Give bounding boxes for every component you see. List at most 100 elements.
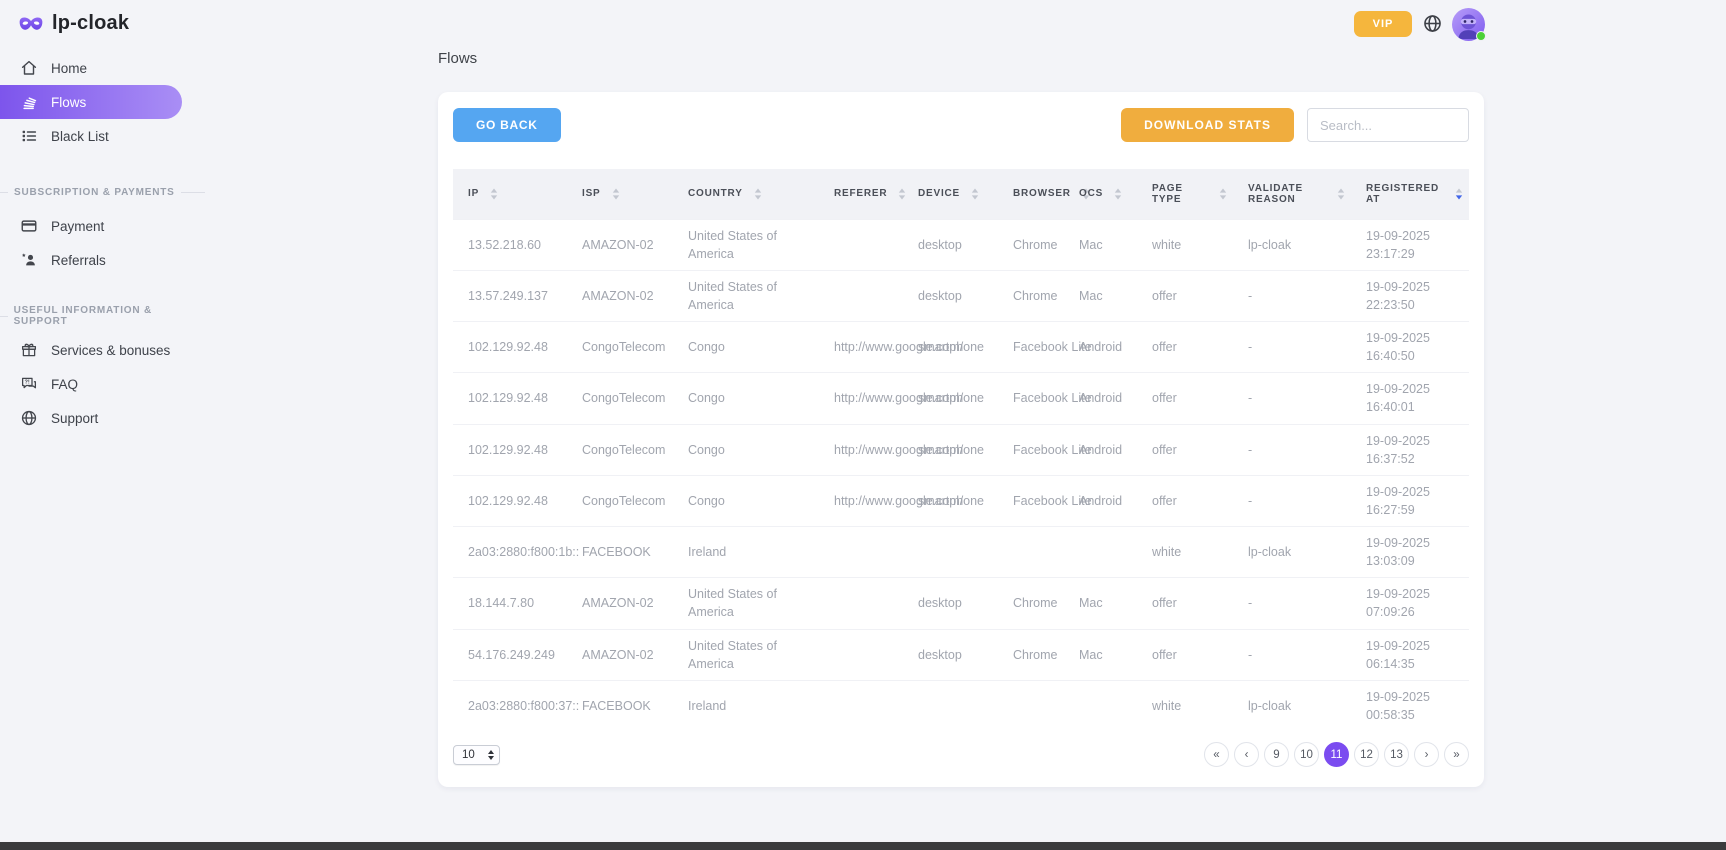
cell-registered-at: 19-09-2025 16:37:52 — [1351, 423, 1469, 476]
cell-ocs: Android — [1064, 372, 1137, 424]
cell-registered-at: 19-09-2025 13:03:09 — [1351, 525, 1469, 578]
sidebar-item-flows[interactable]: Flows — [0, 85, 182, 119]
column-header[interactable]: BROWSER — [998, 169, 1090, 219]
cell-isp: AMAZON-02 — [567, 218, 673, 271]
avatar-image — [1452, 7, 1485, 41]
cell-device: smartphone — [903, 423, 998, 476]
cell-referer — [819, 577, 903, 629]
column-header[interactable]: PAGE TYPE — [1137, 169, 1233, 219]
cell-ip: 13.57.249.137 — [453, 269, 567, 322]
cell-validate-reason: - — [1233, 423, 1351, 476]
column-label: REFERER — [834, 188, 888, 200]
globe-icon — [20, 409, 38, 427]
avatar[interactable] — [1452, 7, 1486, 41]
sidebar-item-services-bonuses[interactable]: Services & bonuses — [0, 333, 220, 367]
column-header[interactable]: OCS — [1064, 169, 1137, 219]
cell-browser: Facebook Lite — [998, 320, 1092, 373]
pagination-page-10[interactable]: 10 — [1294, 742, 1319, 767]
cell-country: Ireland — [673, 525, 819, 578]
pagination-page-11[interactable]: 11 — [1324, 742, 1349, 767]
column-header[interactable]: REFERER — [819, 169, 906, 219]
cell-referer: http://www.google.com/ — [819, 474, 963, 527]
sidebar-item-faq[interactable]: FAQ — [0, 367, 220, 401]
table-row: 102.129.92.48 CongoTelecom Congo http://… — [453, 320, 1469, 373]
pagination: «‹ 9 10 11 12 13 ›» — [1204, 742, 1469, 767]
cell-ocs: Android — [1064, 423, 1137, 476]
cell-validate-reason: lp-cloak — [1233, 218, 1351, 271]
card-icon — [20, 217, 38, 235]
go-back-button[interactable]: GO BACK — [453, 108, 561, 142]
pagination-page-9[interactable]: 9 — [1264, 742, 1289, 767]
cell-country: Congo — [673, 474, 819, 527]
page-size-value: 10 — [462, 748, 475, 761]
pagination-next[interactable]: › — [1414, 742, 1439, 767]
pagination-page-13[interactable]: 13 — [1384, 742, 1409, 767]
sort-icon — [490, 188, 498, 200]
column-header[interactable]: VALIDATE REASON — [1233, 169, 1351, 219]
column-label: REGISTERED AT — [1366, 182, 1440, 205]
cell-ip: 102.129.92.48 — [453, 372, 567, 424]
pagination-first[interactable]: « — [1204, 742, 1229, 767]
list-icon — [20, 127, 38, 145]
table-row: 102.129.92.48 CongoTelecom Congo http://… — [453, 423, 1469, 476]
column-header[interactable]: DEVICE — [903, 169, 998, 219]
column-label: OCS — [1079, 188, 1104, 200]
cell-browser: Chrome — [998, 628, 1064, 681]
cell-ocs: Mac — [1064, 628, 1137, 681]
sidebar-item-label: Referrals — [51, 252, 106, 268]
column-header[interactable]: COUNTRY — [673, 169, 819, 219]
cell-page-type: offer — [1137, 628, 1233, 681]
cell-ip: 2a03:2880:f800:37:: — [453, 679, 579, 731]
cell-browser: Facebook Lite — [998, 474, 1092, 527]
cell-ip: 102.129.92.48 — [453, 474, 567, 527]
language-globe-button[interactable] — [1421, 13, 1443, 35]
cell-ocs: Mac — [1064, 577, 1137, 629]
bottom-bar — [0, 842, 1726, 850]
brand-logo[interactable]: lp-cloak — [0, 0, 220, 35]
cell-browser: Chrome — [998, 577, 1064, 629]
column-header[interactable]: ISP — [567, 169, 673, 219]
column-header[interactable]: REGISTERED AT — [1351, 169, 1469, 219]
cell-page-type: offer — [1137, 320, 1233, 373]
cell-country: Congo — [673, 320, 819, 373]
cell-isp: CongoTelecom — [567, 423, 673, 476]
page-size-select[interactable]: 10 — [453, 744, 500, 765]
cell-page-type: offer — [1137, 372, 1233, 424]
sidebar-item-referrals[interactable]: Referrals — [0, 243, 220, 277]
column-header[interactable]: IP — [453, 169, 567, 219]
sidebar-item-support[interactable]: Support — [0, 401, 220, 435]
flows-table: IP ISP — [453, 169, 1469, 731]
sidebar-item-home[interactable]: Home — [0, 51, 220, 85]
cell-validate-reason: - — [1233, 372, 1351, 424]
cell-isp: FACEBOOK — [567, 679, 673, 731]
cell-page-type: offer — [1137, 269, 1233, 322]
pagination-page-12[interactable]: 12 — [1354, 742, 1379, 767]
download-stats-button[interactable]: DOWNLOAD STATS — [1121, 108, 1294, 142]
vip-button[interactable]: VIP — [1354, 11, 1412, 37]
pagination-last[interactable]: » — [1444, 742, 1469, 767]
sidebar-item-payment[interactable]: Payment — [0, 209, 220, 243]
cell-device: desktop — [903, 218, 998, 271]
mask-icon — [18, 15, 44, 33]
cell-validate-reason: lp-cloak — [1233, 679, 1351, 731]
cell-browser: Chrome — [998, 218, 1064, 271]
cell-registered-at: 19-09-2025 07:09:26 — [1351, 577, 1469, 629]
table-header-row: IP ISP — [453, 169, 1469, 219]
cell-validate-reason: lp-cloak — [1233, 525, 1351, 578]
gift-icon — [20, 341, 38, 359]
search-input[interactable] — [1307, 108, 1469, 142]
section-title-support: USEFUL INFORMATION & SUPPORT — [0, 299, 205, 333]
cell-validate-reason: - — [1233, 320, 1351, 373]
cell-country: Congo — [673, 372, 819, 424]
cell-validate-reason: - — [1233, 474, 1351, 527]
flows-icon — [20, 93, 38, 111]
cell-browser: Facebook Lite — [998, 372, 1092, 424]
cell-country: Congo — [673, 423, 819, 476]
sort-icon — [1455, 188, 1463, 200]
sidebar-item-black-list[interactable]: Black List — [0, 119, 220, 153]
cell-device: desktop — [903, 628, 998, 681]
sidebar-item-label: FAQ — [51, 376, 79, 392]
column-label: VALIDATE REASON — [1248, 182, 1303, 205]
cell-country: United States of America — [673, 628, 819, 681]
pagination-prev[interactable]: ‹ — [1234, 742, 1259, 767]
